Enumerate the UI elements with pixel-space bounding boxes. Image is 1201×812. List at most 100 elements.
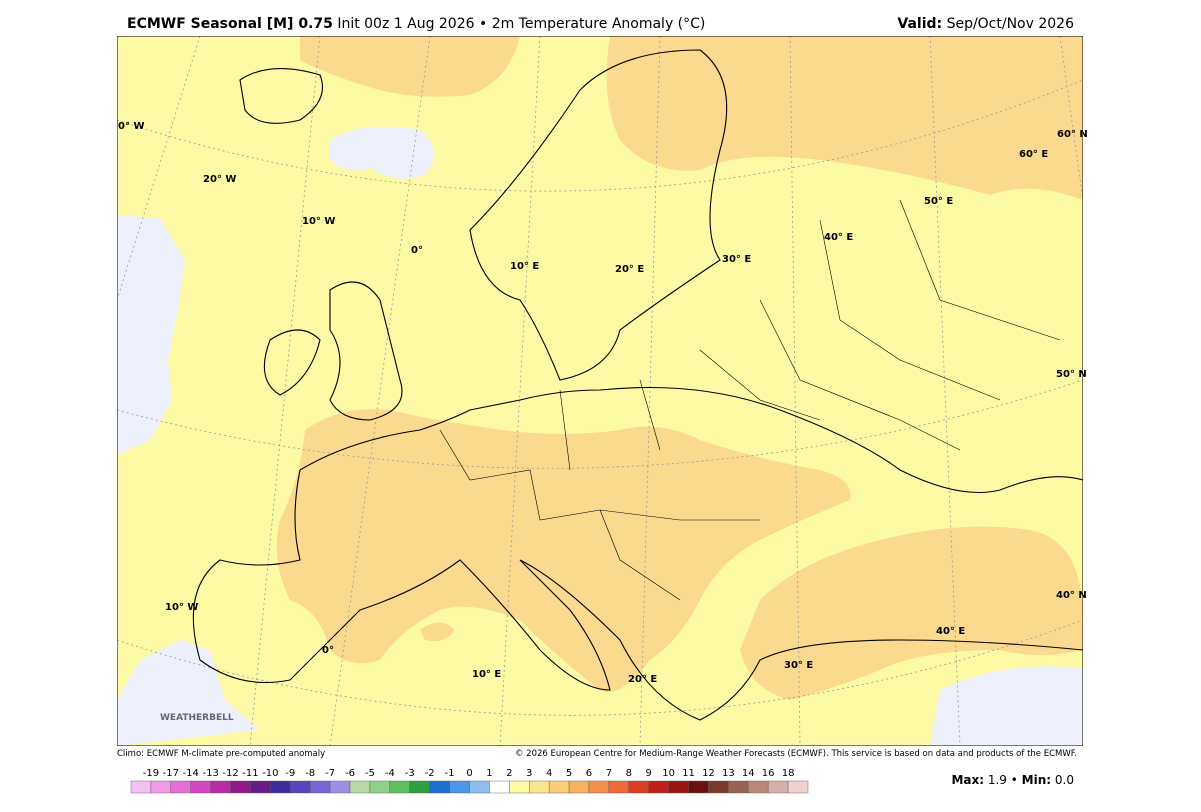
climo-note: Climo: ECMWF M-climate pre-computed anom…: [117, 749, 325, 759]
colorbar-cell: [489, 780, 510, 794]
colorbar-cell: [369, 780, 391, 794]
colorbar-cell: [708, 780, 729, 794]
colorbar-cell: [310, 780, 331, 794]
valid-label: Valid:: [897, 16, 942, 32]
colorbar: -19 -17 -14 -13 -12 -11 -10 -9 -8 -7 -6 -5 -4 -3 -2 -1 0…: [130, 768, 809, 794]
colorbar-label: -10: [262, 768, 278, 779]
colorbar-label: 12: [702, 768, 715, 779]
warm-area: [606, 36, 1083, 200]
colorbar-cell: [628, 780, 649, 794]
title: ECMWF Seasonal [M] 0.75 Init 00z 1 Aug 2…: [127, 16, 705, 32]
title-bold: ECMWF Seasonal [M] 0.75: [127, 16, 333, 32]
geo-label: 30° E: [784, 660, 813, 671]
colorbar-cell: [509, 780, 530, 794]
colorbar-cell: [170, 780, 191, 794]
colorbar-label: 18: [782, 768, 795, 779]
cool-area: [930, 666, 1083, 746]
colorbar-label: -12: [222, 768, 238, 779]
valid: Valid: Sep/Oct/Nov 2026: [897, 16, 1074, 32]
cool-area: [117, 640, 260, 746]
colorbar-label: -19: [143, 768, 159, 779]
geo-label: 50° N: [1056, 369, 1087, 380]
geo-label: 10° E: [472, 669, 501, 680]
colorbar-cell: [668, 780, 689, 794]
colorbar-cell: [389, 780, 410, 794]
geo-label: 0° W: [118, 121, 144, 132]
colorbar-label: -6: [345, 768, 355, 779]
colorbar-cell: [409, 780, 430, 794]
cool-area: [117, 215, 185, 455]
colorbar-cell: [429, 780, 450, 794]
colorbar-cell: [329, 780, 351, 794]
colorbar-cell: [568, 780, 590, 794]
colorbar-cell: [150, 780, 172, 794]
colorbar-cell: [648, 780, 669, 794]
colorbar-cell: [529, 780, 550, 794]
colorbar-cell: [290, 780, 311, 794]
geo-label: 10° W: [302, 216, 335, 227]
colorbar-cell: [787, 780, 809, 794]
colorbar-label: 14: [742, 768, 755, 779]
graticule: [117, 36, 1083, 746]
title-rest: Init 00z 1 Aug 2026 • 2m Temperature Ano…: [337, 16, 705, 32]
colorbar-cell: [130, 780, 152, 794]
colorbar-label: -14: [183, 768, 199, 779]
geo-label: 0°: [322, 645, 334, 656]
colorbar-cell: [250, 780, 271, 794]
colorbar-cell: [748, 780, 769, 794]
coastline: [239, 68, 324, 124]
colorbar-cell: [230, 780, 251, 794]
colorbar-cell: [688, 780, 709, 794]
geo-label: 30° E: [722, 254, 751, 265]
watermark: WEATHERBELL: [160, 713, 234, 723]
max-label: Max:: [951, 773, 984, 787]
geo-label: 60° E: [1019, 149, 1048, 160]
colorbar-cell: [728, 780, 749, 794]
colorbar-label: 7: [606, 768, 612, 779]
colorbar-cell: [190, 780, 211, 794]
warm-area: [740, 526, 1083, 700]
colorbar-label: -5: [365, 768, 375, 779]
map: 0° W 20° W 10° W 0° 10° E 20° E 30° E 40° E 50° …: [117, 36, 1088, 746]
border: [439, 199, 1061, 601]
colorbar-label: -7: [325, 768, 335, 779]
min-label: Min:: [1022, 773, 1051, 787]
colorbar-cell: [270, 780, 291, 794]
geo-label: 60° N: [1057, 129, 1088, 140]
max-value: 1.9: [988, 773, 1007, 787]
colorbar-label: 2: [506, 768, 512, 779]
colorbar-label: 10: [662, 768, 675, 779]
max-min: Max: 1.9 • Min: 0.0: [951, 773, 1074, 787]
colorbar-cell: [767, 780, 789, 794]
colorbar-label: -4: [385, 768, 395, 779]
coastline: [192, 387, 1083, 721]
min-value: 0.0: [1055, 773, 1074, 787]
colorbar-label: 1: [486, 768, 492, 779]
colorbar-label: -17: [163, 768, 179, 779]
colorbar-label: 16: [762, 768, 775, 779]
colorbar-label: -2: [425, 768, 435, 779]
colorbar-label: -3: [405, 768, 415, 779]
colorbar-cell: [469, 780, 490, 794]
colorbar-cell: [608, 780, 629, 794]
separator: •: [1011, 773, 1018, 787]
colorbar-cell: [210, 780, 231, 794]
coastline: [263, 281, 403, 421]
colorbar-label: -13: [202, 768, 218, 779]
geo-label: 10° E: [510, 261, 539, 272]
colorbar-cell: [449, 780, 470, 794]
geo-label: 50° E: [924, 196, 953, 207]
colorbar-cell: [349, 780, 371, 794]
geo-label: 0°: [411, 245, 423, 256]
colorbar-label: 3: [526, 768, 532, 779]
colorbar-label: -11: [242, 768, 258, 779]
colorbar-label: -8: [305, 768, 315, 779]
colorbar-label: 13: [722, 768, 735, 779]
colorbar-label: -9: [285, 768, 295, 779]
geo-label: 10° W: [165, 602, 198, 613]
coastline: [469, 49, 728, 381]
colorbar-label: 8: [626, 768, 632, 779]
geo-label: 20° W: [203, 174, 236, 185]
